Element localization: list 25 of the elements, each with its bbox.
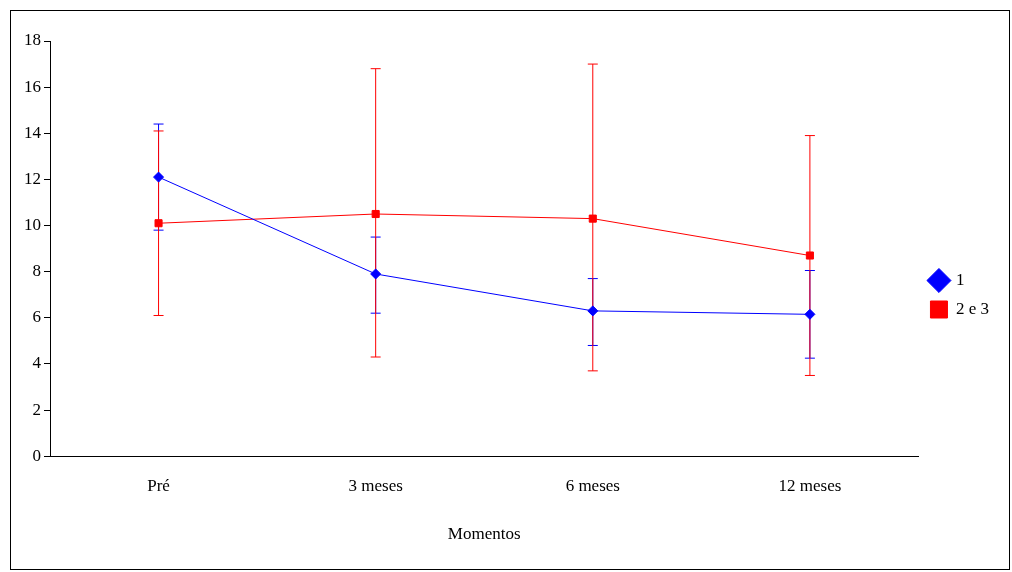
y-tick-label: 10 <box>24 215 41 234</box>
x-tick-label: 12 meses <box>778 475 842 495</box>
point <box>587 305 599 317</box>
legend-label: 2 e 3 <box>955 298 989 318</box>
point <box>588 214 597 223</box>
point <box>153 171 165 183</box>
y-tick-label: 16 <box>24 76 41 96</box>
y-tick-label: 2 <box>32 399 41 419</box>
y-tick-label: 18 <box>24 30 41 50</box>
point <box>154 219 163 228</box>
y-tick-label: 0 <box>32 445 41 465</box>
x-axis-title: Momentos <box>447 524 521 544</box>
point <box>804 308 816 320</box>
point <box>371 209 380 219</box>
legend-label: 1 <box>955 269 965 289</box>
x-tick-label: Pré <box>147 475 170 495</box>
x-tick-label: 6 meses <box>565 475 620 495</box>
x-tick-label: 3 meses <box>348 475 403 495</box>
y-tick-label: 6 <box>32 307 41 327</box>
y-tick-label: 14 <box>24 122 42 142</box>
y-tick-label: 12 <box>24 168 41 188</box>
y-tick-label: 8 <box>32 261 41 281</box>
y-tick-label: 4 <box>32 353 42 373</box>
point <box>805 251 814 260</box>
point <box>370 268 382 280</box>
